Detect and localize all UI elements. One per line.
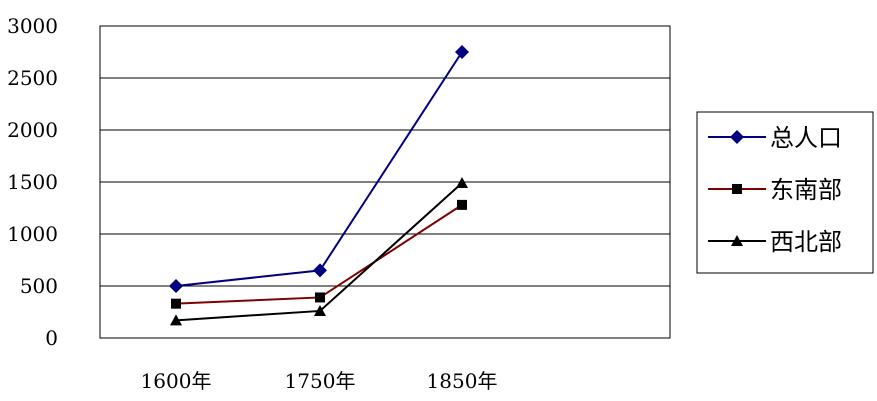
y-tick-label: 2000	[7, 118, 58, 142]
series-1	[171, 199, 467, 309]
y-tick-label: 0	[45, 326, 58, 350]
data-point	[456, 177, 468, 189]
data-point	[170, 314, 182, 326]
legend-label: 西北部	[770, 228, 842, 256]
gridlines	[100, 25, 670, 339]
data-point	[169, 279, 183, 293]
legend-marker	[732, 184, 742, 194]
y-tick-label: 1000	[7, 222, 58, 246]
y-tick-label: 3000	[7, 14, 58, 38]
legend-item: 西北部	[708, 228, 842, 256]
plot-area-border	[99, 25, 671, 339]
x-tick-label: 1850年	[427, 369, 498, 393]
legend-marker	[731, 235, 743, 246]
data-point	[315, 292, 325, 303]
x-tick-label: 1750年	[285, 369, 356, 393]
legend-marker	[730, 130, 744, 144]
legend-label: 总人口	[770, 124, 842, 152]
data-point	[457, 199, 467, 210]
series-0	[169, 45, 469, 293]
series-2	[170, 177, 468, 326]
x-tick-label: 1600年	[141, 369, 212, 393]
y-tick-label: 500	[20, 274, 58, 298]
y-tick-label: 2500	[7, 66, 58, 90]
axes	[99, 25, 671, 339]
series-lines	[169, 45, 469, 326]
data-point	[313, 263, 327, 278]
legend-item: 总人口	[708, 124, 842, 152]
data-point	[455, 45, 469, 59]
y-tick-label: 1500	[7, 170, 58, 194]
legend-box	[696, 111, 874, 274]
series-line	[175, 204, 463, 305]
y-tick-labels: 3000 2500 2000 1500 1000 500 0	[7, 14, 58, 350]
x-tick-labels: 1600年 1750年 1850年	[141, 369, 498, 393]
series-line	[175, 51, 463, 287]
legend-label: 东南部	[770, 176, 842, 204]
data-point	[314, 304, 326, 316]
legend-item: 东南部	[708, 176, 842, 204]
data-point	[171, 298, 181, 309]
